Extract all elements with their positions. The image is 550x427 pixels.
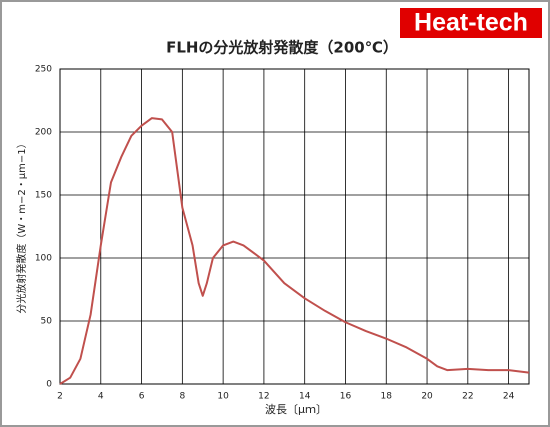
x-tick-label: 14: [299, 392, 311, 402]
x-axis-label: 波長〔μｍ〕: [265, 403, 327, 416]
x-tick-label: 18: [381, 392, 393, 402]
x-tick-label: 12: [258, 392, 269, 402]
x-tick-label: 6: [139, 392, 145, 402]
logo-box: [400, 8, 542, 38]
x-tick-label: 20: [421, 392, 433, 402]
x-tick-label: 16: [340, 392, 352, 402]
y-tick-label: 250: [35, 65, 52, 75]
x-tick-label: 10: [217, 392, 229, 402]
data-line: [59, 117, 530, 385]
logo: Heat-tech: [414, 9, 528, 37]
y-tick-label: 200: [35, 128, 52, 138]
plot-border: [59, 68, 530, 385]
x-tick-label: 8: [179, 392, 185, 402]
x-tick-label: 24: [503, 392, 515, 402]
y-tick-label: 0: [46, 380, 52, 390]
chart-title: FLHの分光放射発散度（200℃）: [166, 39, 398, 57]
y-tick-label: 100: [35, 254, 52, 264]
y-axis-label: 分光放射発散度（W・m−2・μm−1）: [15, 138, 28, 313]
x-tick-label: 4: [98, 392, 104, 402]
x-tick-label: 22: [462, 392, 473, 402]
y-tick-label: 150: [35, 191, 52, 201]
y-tick-label: 50: [41, 317, 53, 327]
x-tick-label: 2: [57, 392, 63, 402]
